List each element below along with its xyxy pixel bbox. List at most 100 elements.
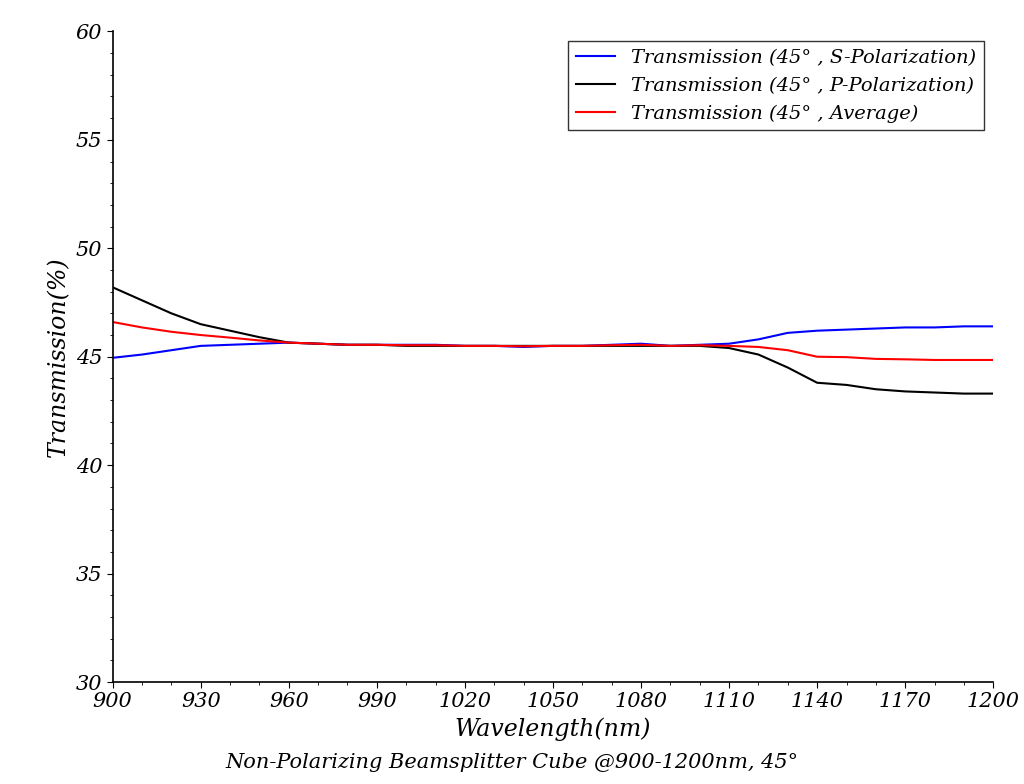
Line: Transmission (45° , S-Polarization): Transmission (45° , S-Polarization) [113,326,993,358]
Transmission (45° , P-Polarization) [987,389,999,398]
Transmission (45° , P-Polarization) [312,339,325,348]
Transmission (45° , P-Polarization) [723,343,735,353]
Transmission (45° , Average) [781,346,794,355]
Y-axis label: Transmission(%): Transmission(%) [47,256,71,457]
Transmission (45° , P-Polarization) [400,341,413,350]
Transmission (45° , Average) [341,340,353,350]
Transmission (45° , S-Polarization) [283,338,295,347]
Transmission (45° , P-Polarization) [635,341,647,350]
Transmission (45° , Average) [811,352,823,361]
Transmission (45° , P-Polarization) [869,385,882,394]
Line: Transmission (45° , P-Polarization): Transmission (45° , P-Polarization) [113,287,993,394]
Transmission (45° , P-Polarization) [517,341,529,350]
Transmission (45° , S-Polarization) [781,328,794,338]
Transmission (45° , S-Polarization) [635,339,647,348]
Transmission (45° , Average) [987,355,999,365]
Line: Transmission (45° , Average): Transmission (45° , Average) [113,322,993,360]
Transmission (45° , S-Polarization) [547,341,559,350]
Transmission (45° , Average) [459,341,471,350]
Transmission (45° , Average) [577,341,589,350]
Transmission (45° , P-Polarization) [106,282,119,292]
Transmission (45° , Average) [957,355,970,365]
Transmission (45° , S-Polarization) [106,353,119,362]
Transmission (45° , P-Polarization) [577,341,589,350]
Transmission (45° , Average) [253,336,265,345]
Transmission (45° , S-Polarization) [693,340,706,350]
Text: Non-Polarizing Beamsplitter Cube @900-1200nm, 45°: Non-Polarizing Beamsplitter Cube @900-12… [225,753,799,772]
Transmission (45° , Average) [165,327,177,336]
Transmission (45° , S-Polarization) [459,341,471,350]
Transmission (45° , P-Polarization) [283,338,295,347]
Transmission (45° , P-Polarization) [781,363,794,372]
Transmission (45° , S-Polarization) [429,340,441,350]
Transmission (45° , S-Polarization) [136,350,148,359]
Transmission (45° , S-Polarization) [253,339,265,348]
Transmission (45° , Average) [899,354,911,364]
Transmission (45° , P-Polarization) [665,341,677,350]
Transmission (45° , P-Polarization) [605,341,617,350]
Transmission (45° , S-Polarization) [195,341,207,350]
Transmission (45° , Average) [429,340,441,350]
Transmission (45° , S-Polarization) [517,343,529,352]
Transmission (45° , S-Polarization) [605,340,617,350]
Transmission (45° , P-Polarization) [899,387,911,396]
Transmission (45° , P-Polarization) [811,378,823,387]
Transmission (45° , S-Polarization) [811,326,823,336]
Transmission (45° , S-Polarization) [371,340,383,350]
Transmission (45° , S-Polarization) [841,325,853,334]
Transmission (45° , P-Polarization) [341,340,353,350]
Transmission (45° , S-Polarization) [577,341,589,350]
Transmission (45° , P-Polarization) [693,341,706,350]
Transmission (45° , P-Polarization) [136,296,148,305]
Transmission (45° , Average) [312,339,325,348]
Transmission (45° , S-Polarization) [753,335,765,344]
Transmission (45° , P-Polarization) [195,320,207,329]
Transmission (45° , Average) [841,353,853,362]
Transmission (45° , Average) [371,340,383,350]
Transmission (45° , S-Polarization) [899,323,911,332]
Transmission (45° , P-Polarization) [929,388,941,397]
Transmission (45° , Average) [224,333,237,343]
Transmission (45° , S-Polarization) [929,323,941,332]
Transmission (45° , P-Polarization) [253,332,265,342]
Transmission (45° , S-Polarization) [665,341,677,350]
Transmission (45° , Average) [106,318,119,327]
Transmission (45° , S-Polarization) [987,321,999,331]
Transmission (45° , Average) [753,343,765,352]
Transmission (45° , S-Polarization) [165,346,177,355]
Transmission (45° , P-Polarization) [547,341,559,350]
Transmission (45° , Average) [136,323,148,332]
Transmission (45° , P-Polarization) [224,326,237,336]
Transmission (45° , Average) [665,341,677,350]
Transmission (45° , S-Polarization) [488,341,501,350]
Transmission (45° , P-Polarization) [371,340,383,350]
Transmission (45° , Average) [635,340,647,350]
Transmission (45° , Average) [869,354,882,364]
Transmission (45° , Average) [517,342,529,351]
Transmission (45° , P-Polarization) [459,341,471,350]
Transmission (45° , P-Polarization) [429,341,441,350]
Transmission (45° , S-Polarization) [400,340,413,350]
Transmission (45° , Average) [693,340,706,350]
Transmission (45° , Average) [929,355,941,365]
Transmission (45° , Average) [547,341,559,350]
Transmission (45° , S-Polarization) [723,339,735,348]
Transmission (45° , Average) [400,340,413,350]
Transmission (45° , Average) [723,341,735,350]
Transmission (45° , Average) [195,330,207,339]
Transmission (45° , P-Polarization) [488,341,501,350]
Transmission (45° , S-Polarization) [224,340,237,350]
Transmission (45° , Average) [488,341,501,350]
Transmission (45° , P-Polarization) [841,380,853,390]
Transmission (45° , S-Polarization) [341,340,353,350]
Transmission (45° , P-Polarization) [165,309,177,318]
Transmission (45° , Average) [605,340,617,350]
X-axis label: Wavelength(nm): Wavelength(nm) [455,717,651,741]
Transmission (45° , Average) [283,338,295,347]
Transmission (45° , P-Polarization) [957,389,970,398]
Transmission (45° , S-Polarization) [312,339,325,348]
Transmission (45° , S-Polarization) [869,324,882,333]
Transmission (45° , S-Polarization) [957,321,970,331]
Transmission (45° , P-Polarization) [753,350,765,359]
Legend: Transmission (45° , S-Polarization), Transmission (45° , P-Polarization), Transm: Transmission (45° , S-Polarization), Tra… [568,41,984,130]
